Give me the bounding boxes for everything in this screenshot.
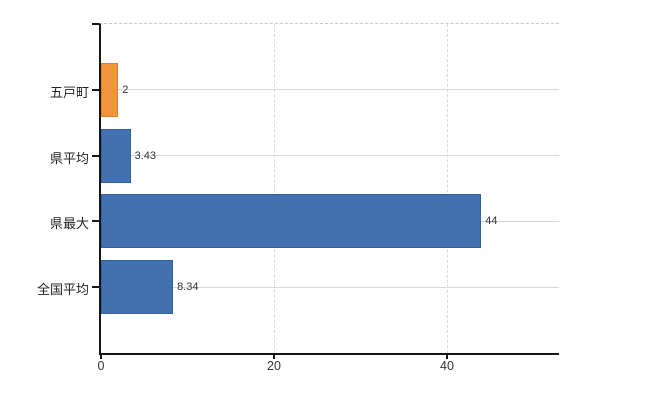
- y-axis-label: 全国平均: [36, 282, 89, 297]
- bar-value-label: 3.43: [134, 149, 157, 162]
- bar: [101, 62, 119, 117]
- x-axis-tick-label: 20: [267, 359, 281, 373]
- bar: [101, 194, 482, 249]
- plot-area: 2 3.43 44 8.34: [99, 23, 559, 355]
- x-axis-tick: [446, 355, 448, 359]
- bar-value-label: 8.34: [177, 281, 199, 294]
- y-axis-tick: [92, 220, 99, 222]
- gridline-horizontal: [101, 89, 559, 91]
- bar-value-label: 2: [122, 83, 129, 96]
- y-axis-label: 県平均: [49, 151, 89, 166]
- gridline-vertical: [273, 24, 275, 353]
- y-axis-top-tick: [92, 23, 99, 25]
- gridline-horizontal: [101, 155, 559, 157]
- y-axis-label: 五戸町: [49, 85, 89, 100]
- bar: [101, 128, 131, 183]
- y-axis-tick: [92, 286, 99, 288]
- x-axis-tick-label: 40: [440, 359, 454, 373]
- y-axis-label: 県最大: [49, 216, 89, 231]
- x-axis-tick: [273, 355, 275, 359]
- y-axis-tick: [92, 155, 99, 157]
- bar-value-label: 44: [485, 215, 498, 228]
- bar: [101, 260, 174, 315]
- x-axis-tick-label: 0: [97, 359, 105, 373]
- gridline-vertical: [446, 24, 448, 353]
- x-axis-tick: [100, 355, 102, 359]
- gridline-horizontal: [101, 286, 559, 288]
- y-axis-tick: [92, 89, 99, 91]
